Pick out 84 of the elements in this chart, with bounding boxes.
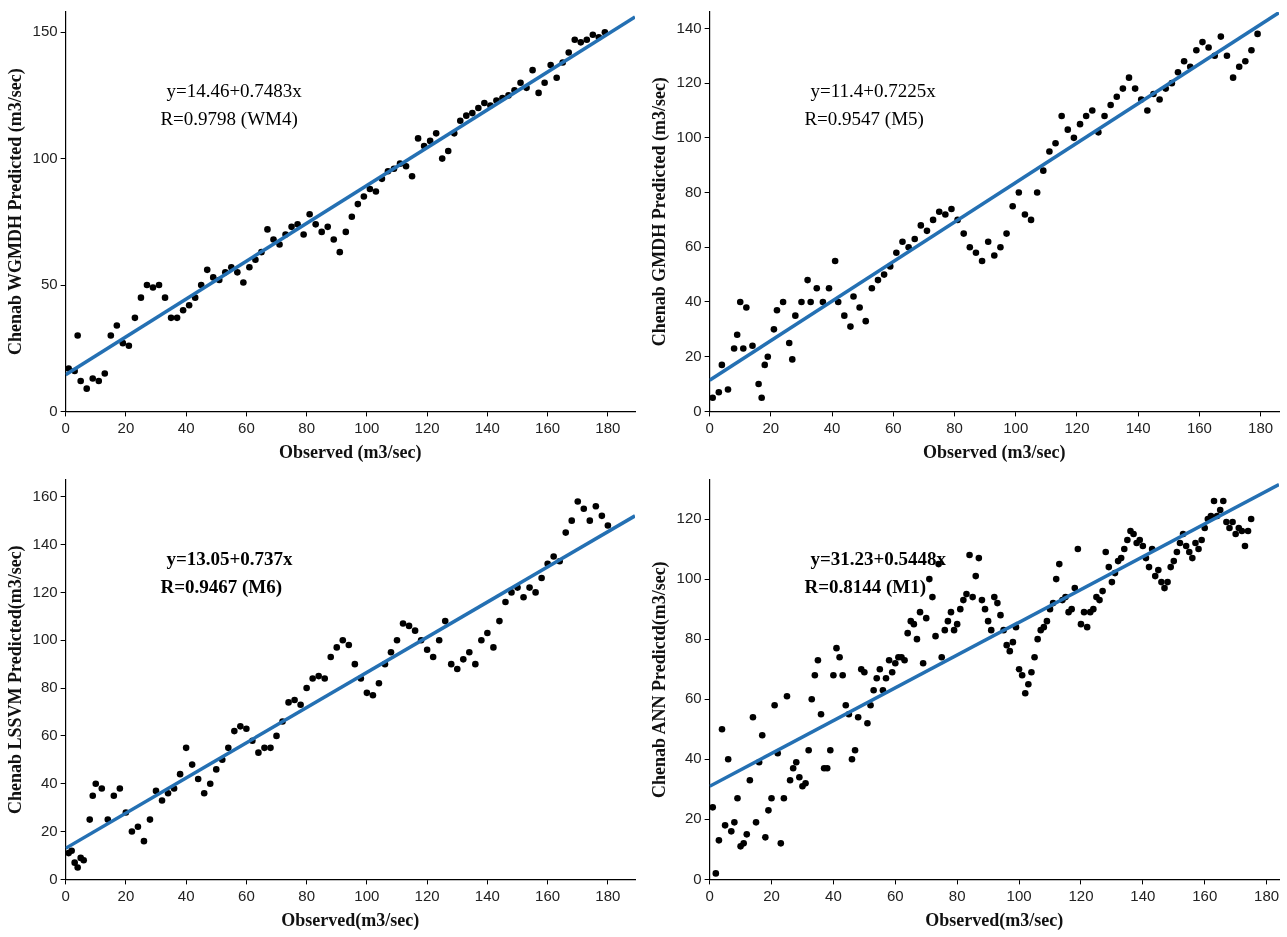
annotation: R=0.9798 (WM4)	[160, 107, 298, 130]
x-tick-label: 160	[1186, 418, 1212, 436]
x-tick-label: 60	[884, 418, 902, 436]
y-tick-label: 100	[676, 127, 702, 145]
x-tick-label: 140	[1130, 886, 1156, 904]
y-tick-label: 40	[684, 749, 702, 767]
annotation: y=13.05+0.737x	[166, 547, 294, 569]
x-tick-label: 140	[1125, 418, 1151, 436]
x-tick-label: 40	[823, 418, 841, 436]
x-tick-label: 160	[535, 418, 561, 436]
y-tick-label: 140	[32, 534, 58, 552]
annotation: y=14.46+0.7483x	[166, 79, 303, 101]
x-tick-label: 140	[474, 886, 500, 904]
y-tick-label: 80	[684, 629, 702, 647]
y-tick-label: 80	[40, 678, 58, 696]
x-tick-label: 40	[177, 418, 195, 436]
x-tick-label: 0	[61, 418, 70, 436]
y-tick-label: 120	[676, 73, 702, 91]
y-tick-label: 100	[676, 569, 702, 587]
x-tick-label: 180	[1248, 418, 1274, 436]
y-tick-label: 60	[40, 726, 58, 744]
y-tick-label: 60	[684, 689, 702, 707]
x-tick-label: 80	[298, 418, 315, 436]
x-tick-label: 140	[474, 418, 500, 436]
x-tick-label: 180	[1254, 886, 1280, 904]
y-tick-label: 20	[684, 346, 702, 364]
y-axis-title: Chenab WGMDH Predicted (m3/sec)	[5, 68, 27, 356]
annotation: R=0.9547 (M5)	[804, 107, 924, 130]
x-tick-label: 120	[414, 418, 440, 436]
x-tick-label: 0	[705, 886, 714, 904]
x-tick-label: 0	[61, 886, 70, 904]
y-tick-label: 150	[32, 22, 58, 40]
x-tick-label: 60	[238, 418, 255, 436]
x-axis-title: Observed(m3/sec)	[925, 909, 1064, 931]
x-tick-label: 100	[354, 886, 380, 904]
x-axis-title: Observed (m3/sec)	[279, 441, 422, 463]
y-tick-label: 0	[49, 869, 58, 887]
x-tick-label: 80	[948, 886, 966, 904]
y-tick-label: 80	[684, 182, 702, 200]
x-tick-label: 20	[762, 418, 780, 436]
y-tick-label: 0	[49, 401, 58, 419]
annotation: R=0.9467 (M6)	[160, 575, 283, 598]
x-tick-label: 100	[1006, 886, 1032, 904]
x-tick-label: 60	[886, 886, 904, 904]
x-tick-label: 160	[1192, 886, 1218, 904]
y-tick-label: 120	[32, 582, 58, 600]
y-tick-label: 20	[684, 809, 702, 827]
x-tick-label: 40	[825, 886, 842, 904]
x-tick-label: 80	[298, 886, 315, 904]
x-tick-label: 100	[354, 418, 380, 436]
y-tick-label: 160	[32, 486, 58, 504]
y-tick-label: 50	[40, 275, 58, 293]
annotation: y=31.23+0.5448x	[810, 547, 947, 569]
x-tick-label: 100	[1003, 418, 1029, 436]
y-tick-label: 100	[32, 148, 58, 166]
x-tick-label: 160	[535, 886, 561, 904]
y-axis-title: Chenab ANN Predictd(m3/sec)	[649, 561, 671, 799]
x-axis-title: Observed (m3/sec)	[923, 441, 1066, 463]
y-tick-label: 120	[676, 509, 702, 527]
y-tick-label: 0	[693, 401, 702, 419]
x-tick-label: 120	[1068, 886, 1094, 904]
x-tick-label: 180	[595, 886, 621, 904]
y-tick-label: 40	[40, 773, 58, 791]
y-axis-title: Chenab LSSVM Predicted(m3/sec)	[5, 545, 27, 815]
y-tick-label: 140	[676, 18, 702, 36]
x-tick-label: 80	[946, 418, 963, 436]
x-tick-label: 180	[595, 418, 621, 436]
annotation: R=0.8144 (M1)	[804, 575, 927, 598]
annotation: y=11.4+0.7225x	[810, 79, 937, 101]
y-tick-label: 60	[684, 237, 702, 255]
y-tick-label: 0	[693, 869, 702, 887]
x-tick-label: 40	[177, 886, 195, 904]
x-tick-label: 20	[763, 886, 780, 904]
x-tick-label: 120	[1064, 418, 1090, 436]
x-axis-title: Observed(m3/sec)	[281, 909, 420, 931]
y-tick-label: 40	[684, 292, 702, 310]
y-axis-title: Chenab GMDH Predicted (m3/sec)	[649, 77, 671, 347]
x-tick-label: 120	[414, 886, 440, 904]
y-tick-label: 20	[40, 821, 58, 839]
y-tick-label: 100	[32, 630, 58, 648]
x-tick-label: 60	[238, 886, 255, 904]
x-tick-label: 20	[117, 418, 135, 436]
x-tick-label: 0	[705, 418, 714, 436]
x-tick-label: 20	[117, 886, 135, 904]
